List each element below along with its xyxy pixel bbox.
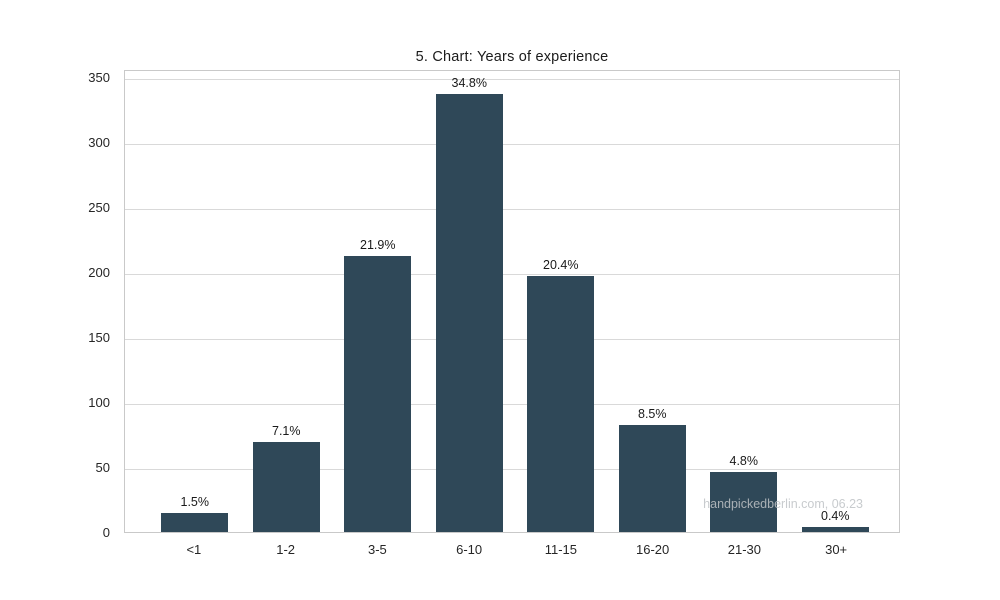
ytick-label-50: 50 xyxy=(95,460,110,475)
ytick-label-300: 300 xyxy=(88,135,110,150)
bar-value-label: 8.5% xyxy=(638,407,667,422)
bar-value-label: 4.8% xyxy=(729,454,759,469)
ytick-label-350: 350 xyxy=(88,70,110,85)
ytick-label-0: 0 xyxy=(102,525,110,540)
xtick-label-30+: 30+ xyxy=(825,542,848,557)
bar-group-16-20: 8.5% xyxy=(607,407,699,532)
bar xyxy=(252,442,320,532)
ytick-label-250: 250 xyxy=(88,200,110,215)
ytick-label-150: 150 xyxy=(88,330,110,345)
bar-value-label: 7.1% xyxy=(272,424,301,439)
bar-group-3-5: 21.9% xyxy=(332,238,424,532)
watermark-text: handpickedberlin.com, 06.23 xyxy=(703,497,863,511)
xtick-label-11-15: 11-15 xyxy=(544,542,578,557)
ytick-label-200: 200 xyxy=(88,265,110,280)
bar-group-30+: 0.4% xyxy=(790,509,882,532)
chart-title: 5. Chart: Years of experience xyxy=(415,49,609,65)
bars-row: 1.5% 7.1% 21.9% 34.8% 20.4% 8.5% 4.8% 0.4% xyxy=(125,71,899,532)
bar xyxy=(435,93,503,532)
gridline-y-350 xyxy=(125,79,899,80)
gridline-y-200 xyxy=(125,274,899,275)
bar-value-label: 34.8% xyxy=(451,75,487,90)
bar-value-label: 0.4% xyxy=(821,508,850,523)
gridline-y-50 xyxy=(125,469,899,470)
bar-value-label: 21.9% xyxy=(360,238,396,253)
bar-group-11-15: 20.4% xyxy=(515,258,607,532)
xtick-label-1-2: 1-2 xyxy=(276,542,296,557)
bar-group-1-2: 7.1% xyxy=(241,424,333,532)
bar-value-label: 1.5% xyxy=(180,494,210,509)
bar-value-label: 20.4% xyxy=(543,257,579,272)
bar xyxy=(801,526,869,532)
plot-area: 1.5% 7.1% 21.9% 34.8% 20.4% 8.5% 4.8% 0.4% xyxy=(124,70,900,533)
ytick-label-100: 100 xyxy=(88,395,110,410)
bar-group-21-30: 4.8% xyxy=(698,454,790,532)
xtick-label-16-20: 16-20 xyxy=(636,542,670,557)
gridline-y-300 xyxy=(125,144,899,145)
bar xyxy=(527,275,595,532)
bar xyxy=(344,256,412,532)
gridline-y-100 xyxy=(125,404,899,405)
gridline-y-150 xyxy=(125,339,899,340)
bar xyxy=(710,472,778,532)
xtick-label-6-10: 6-10 xyxy=(456,542,483,557)
x-axis-tick-labels: <1 1-2 3-5 6-10 11-15 16-20 21-30 30+ xyxy=(124,542,900,557)
xtick-label-<1: <1 xyxy=(186,542,202,557)
bar xyxy=(618,425,686,532)
bar-group-6-10: 34.8% xyxy=(424,76,516,532)
gridline-y-250 xyxy=(125,209,899,210)
xtick-label-21-30: 21-30 xyxy=(727,542,761,557)
xtick-label-3-5: 3-5 xyxy=(367,542,387,557)
bar xyxy=(161,512,229,532)
bar-group-<1: 1.5% xyxy=(149,494,241,532)
